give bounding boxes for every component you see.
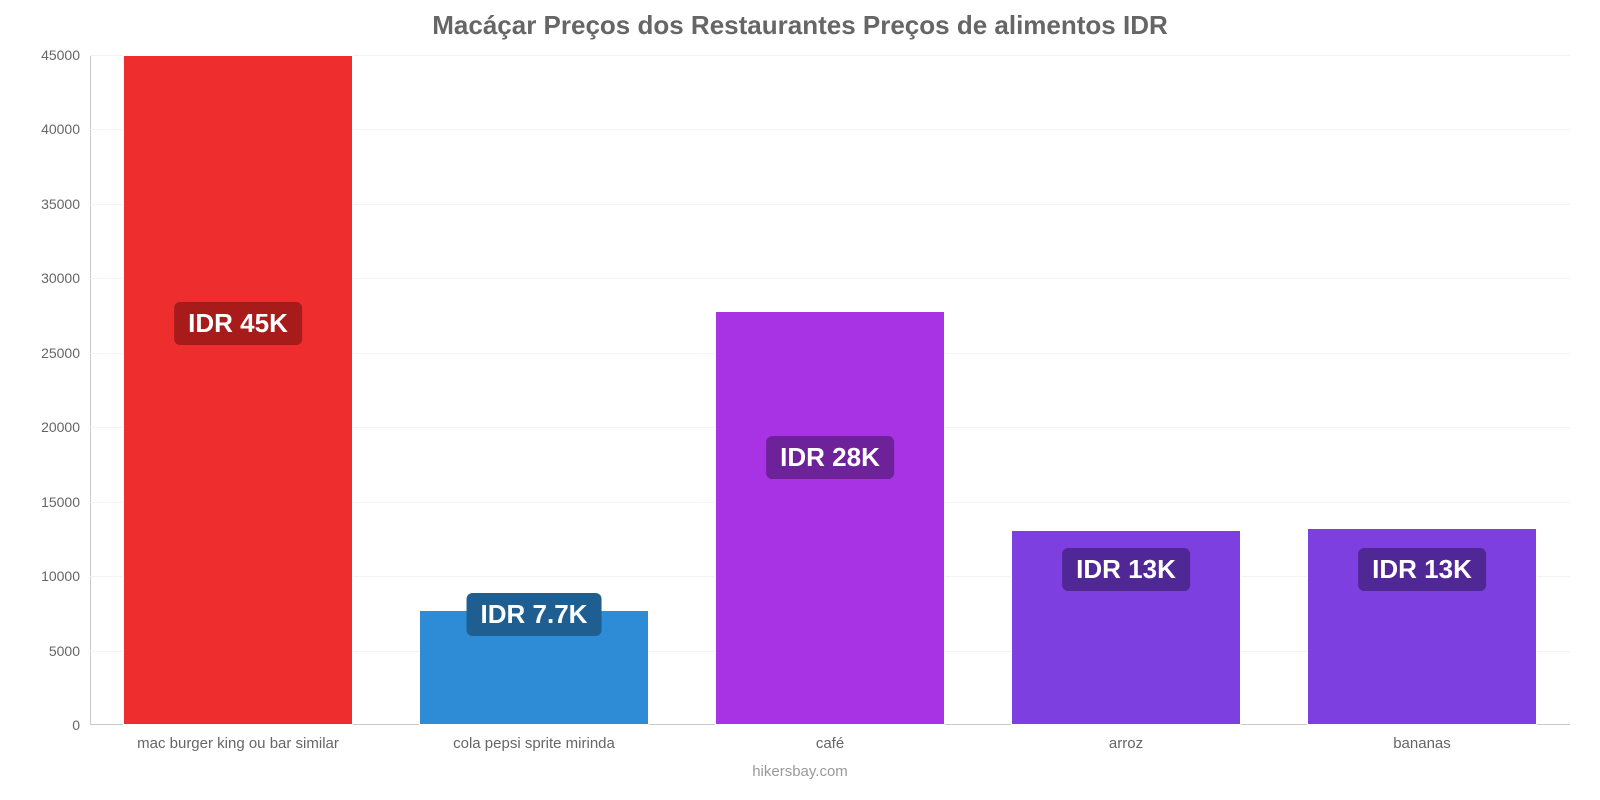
y-tick-label: 35000	[41, 196, 90, 212]
bar	[715, 311, 946, 725]
y-tick-label: 30000	[41, 270, 90, 286]
bar-value-label: IDR 28K	[766, 436, 894, 479]
bar-slot: IDR 7.7K	[386, 55, 682, 725]
y-tick-label: 40000	[41, 121, 90, 137]
price-bar-chart: Macáçar Preços dos Restaurantes Preços d…	[0, 0, 1600, 800]
plot-area: 0500010000150002000025000300003500040000…	[90, 55, 1570, 725]
x-tick-label: mac burger king ou bar similar	[137, 725, 339, 752]
chart-title: Macáçar Preços dos Restaurantes Preços d…	[0, 0, 1600, 41]
bar-slot: IDR 13K	[978, 55, 1274, 725]
y-tick-label: 10000	[41, 568, 90, 584]
bar	[123, 55, 354, 725]
x-tick-label: cola pepsi sprite mirinda	[453, 725, 615, 752]
attribution: hikersbay.com	[752, 763, 848, 780]
bar-value-label: IDR 7.7K	[467, 593, 602, 636]
bar-slot: IDR 28K	[682, 55, 978, 725]
bar-slot: IDR 13K	[1274, 55, 1570, 725]
y-tick-label: 0	[72, 717, 90, 733]
bar-value-label: IDR 13K	[1358, 548, 1486, 591]
x-tick-label: arroz	[1109, 725, 1143, 752]
y-tick-label: 20000	[41, 419, 90, 435]
bar-value-label: IDR 45K	[174, 302, 302, 345]
bar-value-label: IDR 13K	[1062, 548, 1190, 591]
y-tick-label: 15000	[41, 494, 90, 510]
x-tick-label: bananas	[1393, 725, 1451, 752]
bars-container: IDR 45K IDR 7.7K IDR 28K IDR 13K IDR 13K	[90, 55, 1570, 725]
x-tick-label: café	[816, 725, 844, 752]
y-tick-label: 25000	[41, 345, 90, 361]
y-tick-label: 45000	[41, 47, 90, 63]
y-tick-label: 5000	[49, 643, 90, 659]
bar-slot: IDR 45K	[90, 55, 386, 725]
